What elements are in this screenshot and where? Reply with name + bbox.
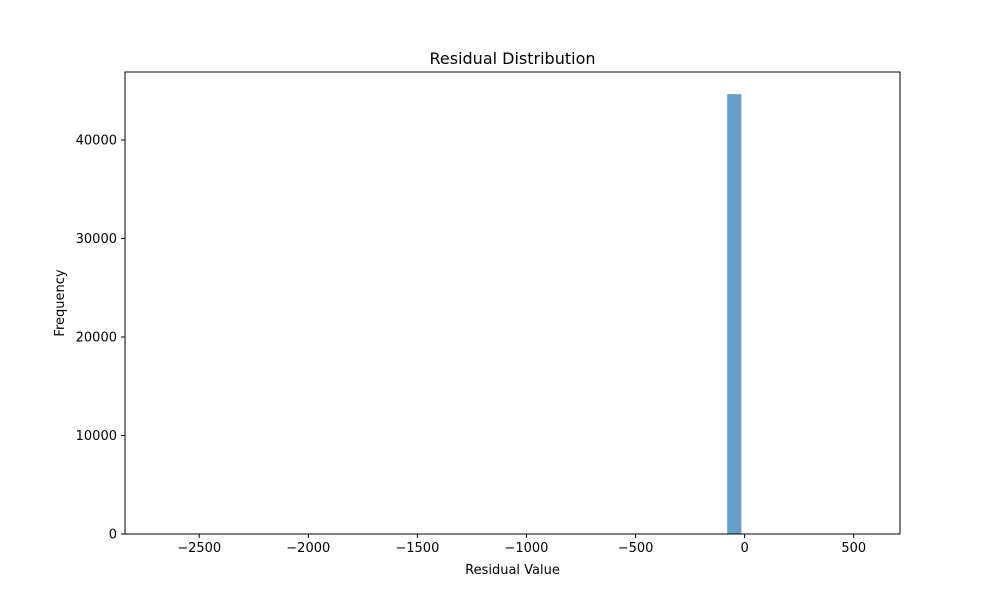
x-tick-label: −2000 <box>286 541 330 556</box>
plot-area-frame <box>124 71 901 535</box>
y-tick-label: 40000 <box>76 133 117 148</box>
y-axis-label: Frequency <box>53 269 68 336</box>
histogram-bar <box>727 94 742 534</box>
y-tick-label: 20000 <box>76 330 117 345</box>
x-axis-ticks: −2500 −2000 −1500 −1000 −500 0 500 <box>177 534 866 556</box>
x-axis-label: Residual Value <box>465 563 560 578</box>
x-tick-label: 500 <box>841 541 866 556</box>
x-tick-label: −1500 <box>395 541 439 556</box>
x-tick-label: −2500 <box>177 541 221 556</box>
y-tick-label: 30000 <box>76 232 117 247</box>
bars-layer <box>727 94 742 534</box>
y-tick-label: 10000 <box>76 429 117 444</box>
x-tick-label: 0 <box>741 541 749 556</box>
chart-title: Residual Distribution <box>430 49 596 68</box>
x-tick-label: −1000 <box>504 541 548 556</box>
y-axis-ticks: 0 10000 20000 30000 40000 <box>76 133 125 543</box>
y-tick-label: 0 <box>109 528 117 543</box>
x-tick-label: −500 <box>618 541 654 556</box>
